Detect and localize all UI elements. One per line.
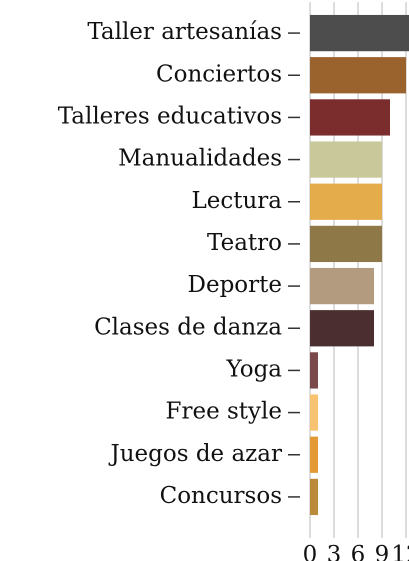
x-tick-label: 6 bbox=[351, 542, 366, 561]
y-tick-label: Concursos bbox=[160, 483, 282, 509]
bar bbox=[310, 14, 409, 52]
y-tick-label: Deporte bbox=[188, 272, 282, 298]
bar bbox=[310, 310, 374, 347]
y-tick-label: Taller artesanías bbox=[87, 19, 282, 45]
bar bbox=[310, 141, 382, 178]
y-tick-label: Conciertos bbox=[156, 61, 282, 87]
y-tick-label: Yoga bbox=[226, 356, 283, 382]
y-tick-label: Manualidades bbox=[118, 146, 282, 172]
bar bbox=[310, 57, 406, 94]
y-tick-label: Lectura bbox=[191, 188, 282, 214]
y-tick-label: Free style bbox=[166, 399, 283, 425]
y-tick-label: Juegos de azar bbox=[108, 441, 282, 467]
bar bbox=[310, 183, 382, 220]
bar bbox=[310, 436, 318, 473]
x-tick-label: 3 bbox=[327, 542, 342, 561]
x-tick-label: 9 bbox=[375, 542, 390, 561]
bar bbox=[310, 478, 318, 516]
x-tick-label: 0 bbox=[303, 542, 318, 561]
bar bbox=[310, 267, 374, 305]
y-tick-label: Clases de danza bbox=[94, 314, 282, 340]
x-tick-label: 12 bbox=[391, 542, 409, 561]
bar bbox=[310, 99, 390, 136]
y-tick-label: Talleres educativos bbox=[58, 103, 282, 129]
bar bbox=[310, 352, 318, 389]
bar bbox=[310, 394, 318, 431]
y-tick-label: Teatro bbox=[207, 230, 282, 256]
bar bbox=[310, 225, 382, 263]
